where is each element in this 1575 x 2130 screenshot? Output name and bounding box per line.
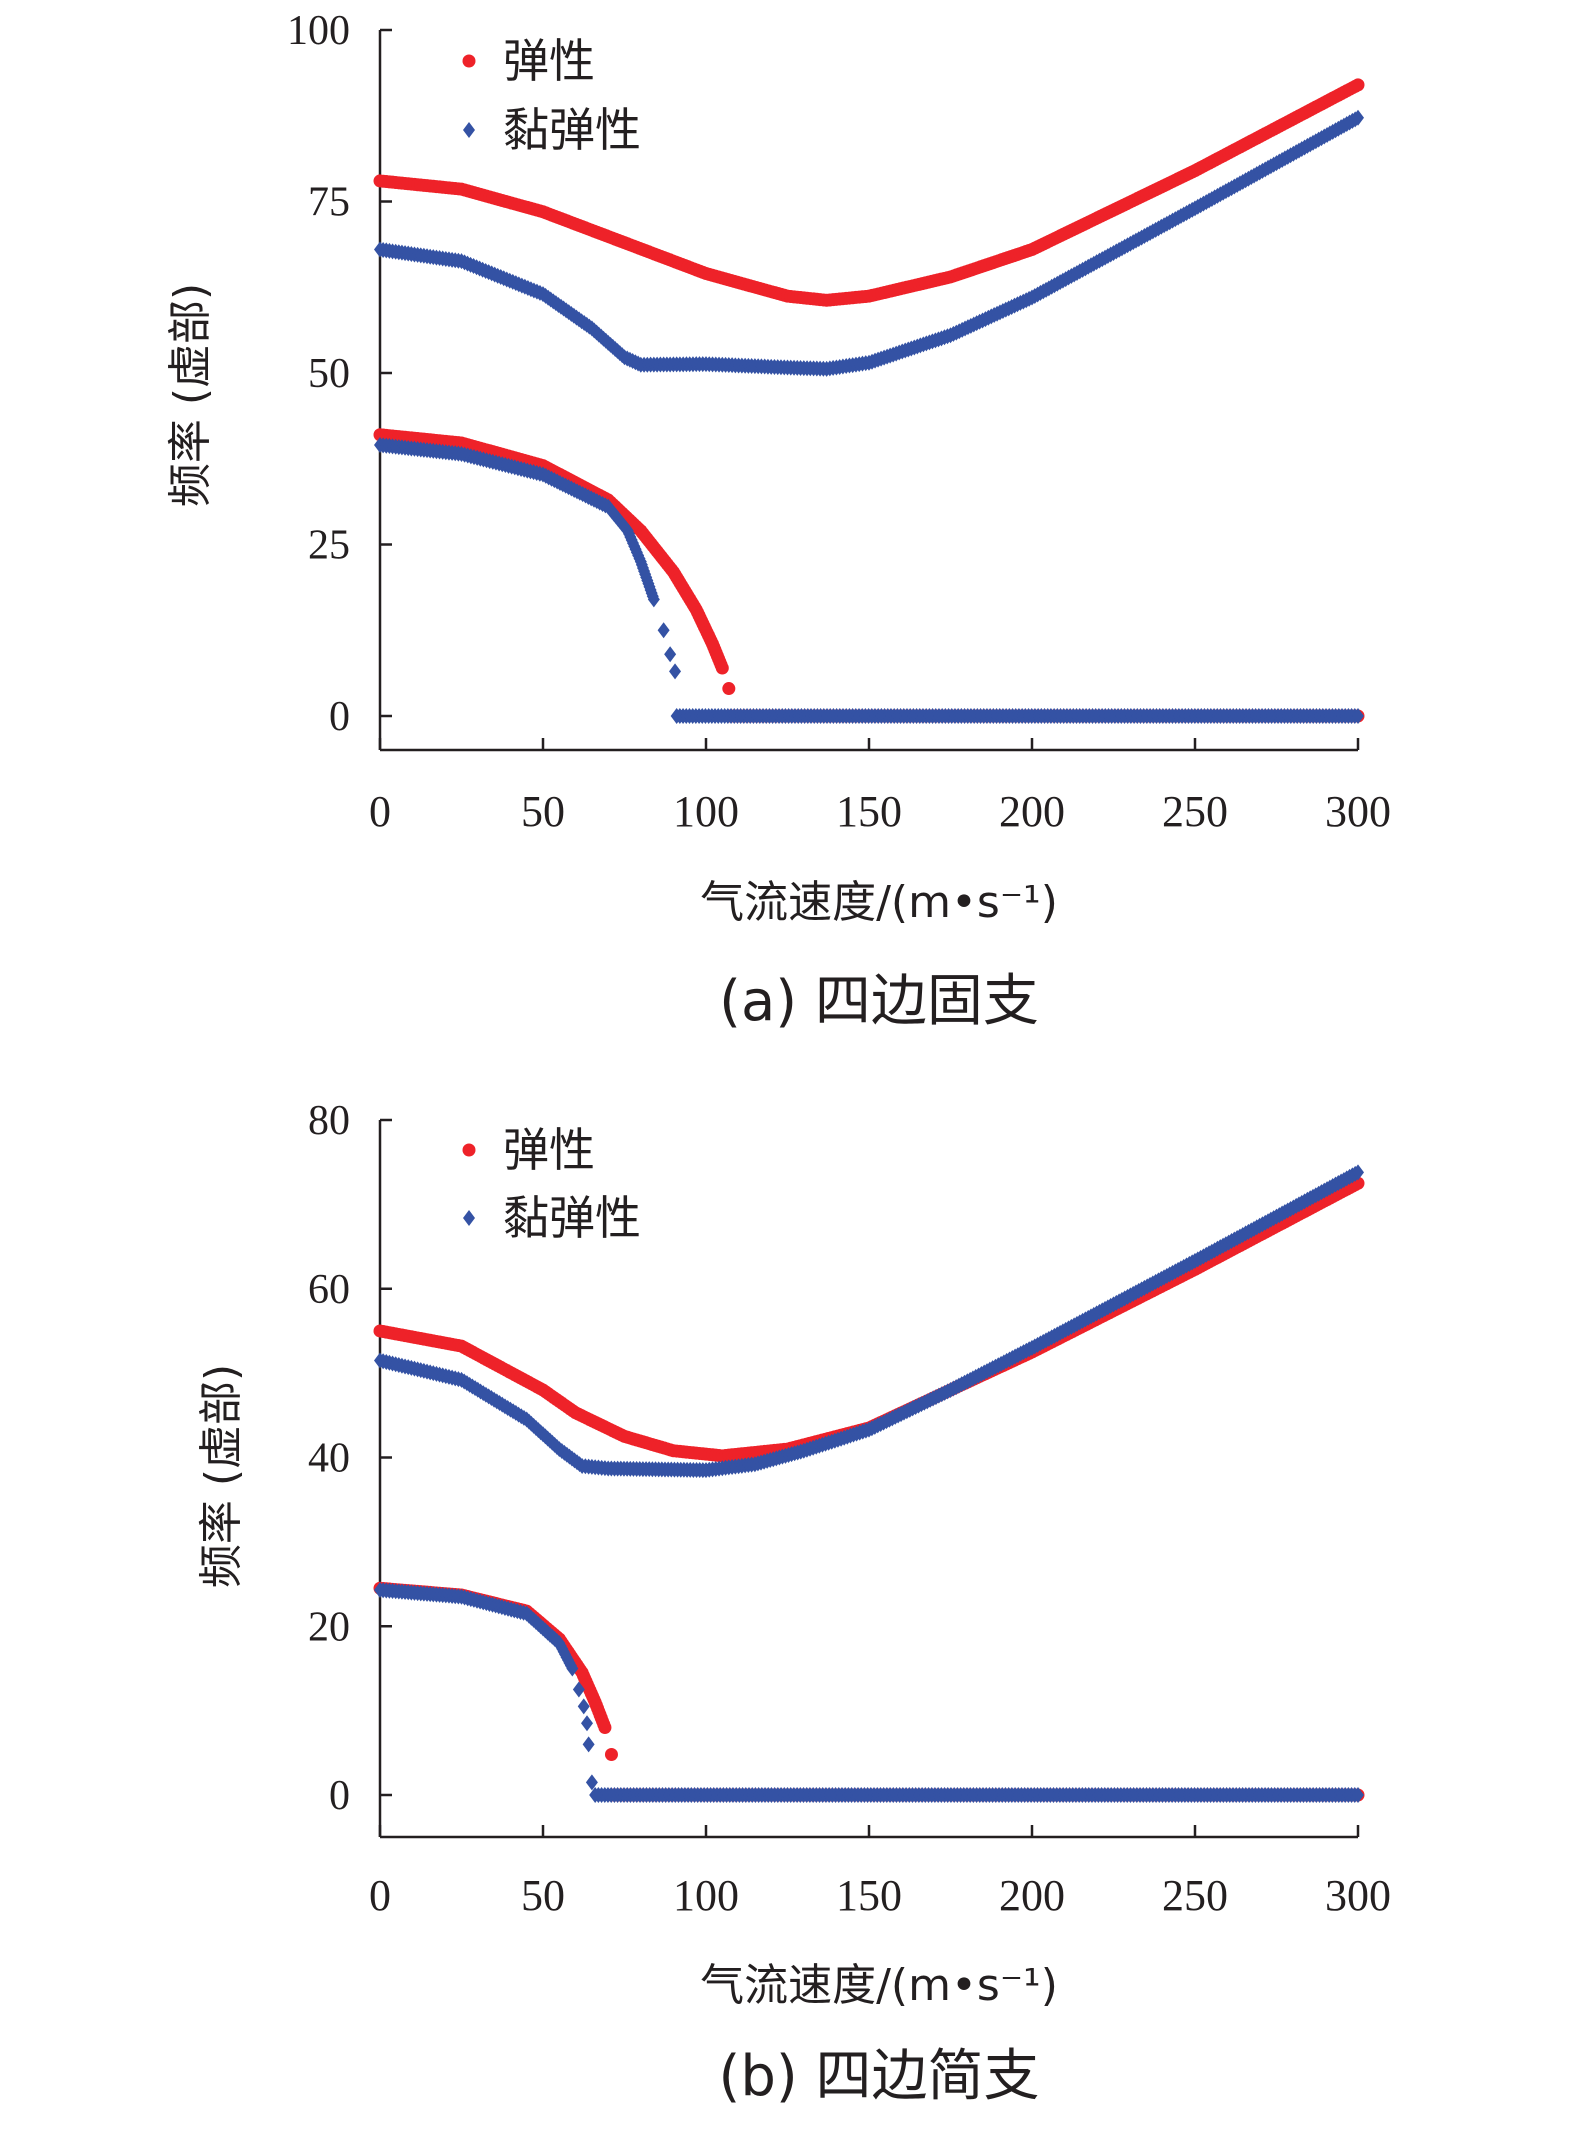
data-point xyxy=(1352,708,1364,724)
x-tick-label: 0 xyxy=(369,787,391,836)
data-point xyxy=(463,1210,475,1226)
data-point xyxy=(572,1681,585,1698)
data-point xyxy=(566,1660,579,1677)
data-point xyxy=(669,663,682,680)
x-axis-label: 气流速度/(m•s⁻¹) xyxy=(700,1960,1058,2011)
data-point xyxy=(657,622,670,639)
y-tick-label: 40 xyxy=(308,1436,350,1482)
x-tick-label: 50 xyxy=(521,787,565,836)
data-point xyxy=(582,1736,595,1753)
x-tick-label: 300 xyxy=(1325,787,1391,836)
legend-label: 黏弹性 xyxy=(503,103,641,157)
chart-a: 0 25 50 75 100 0 50 100 150 200 250 300 气流速度/(m•s⁻¹)… xyxy=(165,8,1391,1034)
legend-label: 黏弹性 xyxy=(503,1191,641,1245)
legend-label: 弹性 xyxy=(503,1123,595,1177)
chart-caption: (b) 四边简支 xyxy=(718,2044,1039,2109)
y-tick-label: 60 xyxy=(308,1267,350,1313)
y-tick-label: 20 xyxy=(308,1604,350,1650)
data-point xyxy=(1352,1787,1364,1803)
y-tick-label: 50 xyxy=(308,351,350,397)
data-point xyxy=(604,1748,618,1761)
y-axis-label: 频率 (虚部) xyxy=(165,283,216,507)
data-point xyxy=(647,591,660,608)
series-elastic xyxy=(373,1176,1365,1802)
data-point xyxy=(1351,78,1365,92)
y-tick-label: 80 xyxy=(308,1098,350,1144)
data-point xyxy=(462,54,476,68)
x-tick-label: 0 xyxy=(369,1871,391,1920)
y-tick-label: 0 xyxy=(329,694,350,740)
x-tick-label: 250 xyxy=(1162,1871,1228,1920)
y-tick-label: 100 xyxy=(287,8,350,54)
data-point xyxy=(577,1698,590,1715)
data-point xyxy=(585,1774,598,1791)
x-tick-label: 100 xyxy=(673,1871,739,1920)
x-tick-label: 200 xyxy=(999,1871,1065,1920)
data-point xyxy=(1352,109,1364,126)
x-tick-label: 150 xyxy=(836,787,902,836)
series-viscoelastic xyxy=(374,109,1364,724)
chart-caption: (a) 四边固支 xyxy=(719,969,1039,1034)
x-tick-label: 250 xyxy=(1162,787,1228,836)
y-tick-label: 75 xyxy=(308,180,350,226)
data-point xyxy=(598,1721,612,1734)
series-elastic xyxy=(373,78,1365,723)
x-tick-label: 150 xyxy=(836,1871,902,1920)
x-tick-label: 100 xyxy=(673,787,739,836)
y-tick-label: 0 xyxy=(329,1773,350,1819)
data-point xyxy=(715,661,729,675)
x-tick-label: 50 xyxy=(521,1871,565,1920)
y-tick-label: 25 xyxy=(308,523,350,569)
x-tick-label: 200 xyxy=(999,787,1065,836)
y-axis-label: 频率 (虚部) xyxy=(196,1364,247,1588)
x-axis-label: 气流速度/(m•s⁻¹) xyxy=(700,877,1058,928)
data-point xyxy=(462,1143,476,1157)
data-point xyxy=(722,682,736,696)
data-point xyxy=(664,646,677,663)
x-tick-label: 300 xyxy=(1325,1871,1391,1920)
series-viscoelastic xyxy=(374,1164,1364,1803)
data-point xyxy=(1352,1164,1364,1181)
legend-label: 弹性 xyxy=(503,34,595,88)
data-point xyxy=(581,1715,594,1732)
chart-b: 0 20 40 60 80 0 50 100 150 200 250 300 气流速度/(m•s⁻¹) 频… xyxy=(196,1098,1391,2109)
data-point xyxy=(463,122,475,138)
